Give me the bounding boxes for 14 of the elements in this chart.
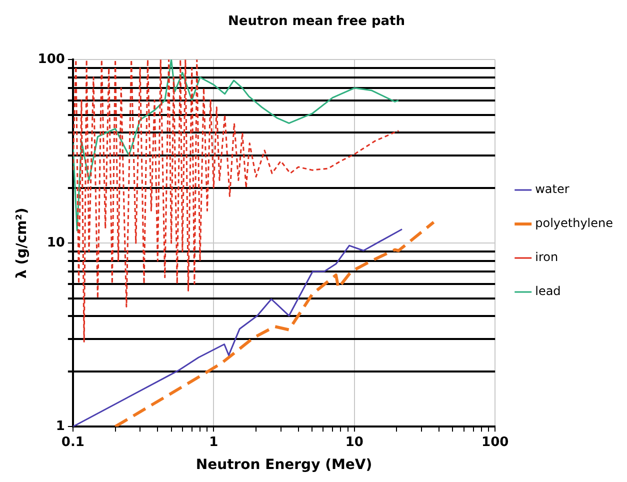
- x-tick-label: 100: [482, 434, 509, 450]
- x-tick-label: 0.1: [61, 434, 84, 450]
- legend-label: iron: [535, 250, 558, 264]
- y-axis-title: λ (g/cm²): [14, 208, 30, 278]
- x-tick-label: 10: [345, 434, 364, 450]
- x-tick-label: 1: [209, 434, 218, 450]
- chart-title: Neutron mean free path: [228, 14, 405, 30]
- y-tick-label: 100: [38, 52, 65, 67]
- legend-label: polyethylene: [535, 216, 614, 230]
- legend-label: lead: [535, 284, 561, 298]
- x-axis-title: Neutron Energy (MeV): [196, 457, 372, 474]
- legend-label: water: [535, 182, 570, 196]
- y-tick-label: 1: [56, 418, 65, 434]
- y-tick-label: 10: [46, 235, 65, 250]
